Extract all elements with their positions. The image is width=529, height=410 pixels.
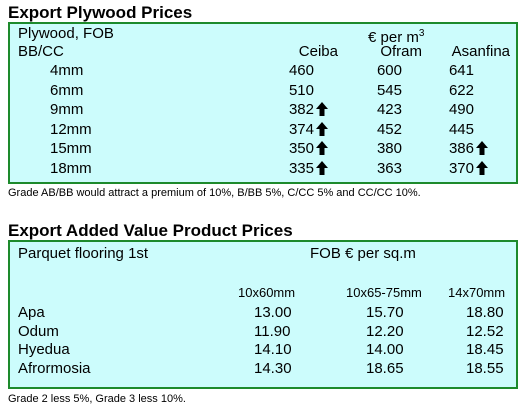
- plywood-grade-note: Grade AB/BB would attract a premium of 1…: [8, 187, 421, 199]
- column-header-ceiba: Ceiba: [298, 43, 338, 60]
- species-label: Afrormosia: [18, 360, 91, 377]
- species-label: Apa: [18, 304, 45, 321]
- parquet-price-cell: 14.30: [254, 360, 292, 377]
- price-value: 370: [448, 160, 474, 177]
- parquet-price-cell: 12.52: [466, 323, 504, 340]
- plywood-size-label: 9mm: [50, 101, 84, 118]
- parquet-price-cell: 18.45: [466, 341, 504, 358]
- parquet-price-cell: 15.70: [366, 304, 404, 321]
- price-value: 374: [288, 121, 314, 138]
- plywood-size-label: 15mm: [50, 140, 92, 157]
- fob-unit-label: FOB € per sq.m: [310, 245, 416, 262]
- plywood-price-cell: 600: [336, 62, 416, 80]
- price-value: 641: [448, 62, 474, 79]
- currency-unit-label: € per m3: [368, 28, 425, 46]
- parquet-price-cell: 11.90: [254, 323, 291, 340]
- species-label: Hyedua: [18, 341, 70, 358]
- arrow-up-icon: [476, 161, 488, 175]
- price-value: 445: [448, 121, 474, 138]
- arrow-up-icon: [316, 122, 328, 136]
- price-value: 490: [448, 101, 474, 118]
- plywood-fob-label: Plywood, FOB: [18, 25, 114, 42]
- plywood-title: Export Plywood Prices: [8, 3, 193, 22]
- price-value: 423: [376, 101, 402, 118]
- arrow-up-icon: [316, 102, 328, 116]
- column-header-ofram: Ofram: [380, 43, 422, 60]
- parquet-grade-label: Parquet flooring 1st: [18, 245, 149, 262]
- plywood-size-label: 4mm: [50, 62, 84, 79]
- plywood-price-cell: 335: [248, 160, 328, 178]
- parquet-price-cell: 13.00: [254, 304, 292, 321]
- parquet-price-table: Parquet flooring 1st FOB € per sq.m 10x6…: [8, 240, 518, 389]
- parquet-price-cell: 14.10: [254, 341, 292, 358]
- price-value: 622: [448, 82, 474, 99]
- arrow-up-icon: [316, 161, 328, 175]
- plywood-size-label: 12mm: [50, 121, 92, 138]
- plywood-price-cell: 545: [336, 82, 416, 100]
- plywood-price-cell: 363: [336, 160, 416, 178]
- plywood-price-cell: 423: [336, 101, 416, 119]
- price-value: 335: [288, 160, 314, 177]
- price-value: 545: [376, 82, 402, 99]
- plywood-size-label: 6mm: [50, 82, 84, 99]
- added-value-title: Export Added Value Product Prices: [8, 221, 293, 240]
- parquet-price-cell: 14.00: [366, 341, 404, 358]
- price-value: 380: [376, 140, 402, 157]
- plywood-price-cell: 374: [248, 121, 328, 139]
- plywood-price-cell: 452: [336, 121, 416, 139]
- plywood-price-cell: 622: [408, 82, 488, 100]
- price-value: 363: [376, 160, 402, 177]
- plywood-price-cell: 445: [408, 121, 488, 139]
- species-label: Odum: [18, 323, 59, 340]
- column-header-10x65-75: 10x65-75mm: [346, 285, 422, 300]
- plywood-price-cell: 510: [248, 82, 328, 100]
- plywood-price-cell: 386: [408, 140, 488, 158]
- parquet-grade-note: Grade 2 less 5%, Grade 3 less 10%.: [8, 393, 186, 405]
- column-header-asanfina: Asanfina: [451, 43, 510, 60]
- price-value: 452: [376, 121, 402, 138]
- price-value: 386: [448, 140, 474, 157]
- price-value: 460: [288, 62, 314, 79]
- arrow-up-icon: [316, 141, 328, 155]
- column-header-10x60: 10x60mm: [238, 285, 296, 300]
- price-value: 382: [288, 101, 314, 118]
- plywood-price-cell: 382: [248, 101, 328, 119]
- arrow-up-icon: [476, 141, 488, 155]
- grade-label: BB/CC: [18, 43, 64, 60]
- price-value: 350: [288, 140, 314, 157]
- column-header-14x70: 14x70mm: [448, 285, 506, 300]
- plywood-price-cell: 460: [248, 62, 328, 80]
- plywood-price-cell: 490: [408, 101, 488, 119]
- price-value: 600: [376, 62, 402, 79]
- plywood-price-table: Plywood, FOB € per m3 BB/CC Ceiba Ofram …: [8, 22, 518, 184]
- plywood-size-label: 18mm: [50, 160, 92, 177]
- parquet-price-cell: 18.80: [466, 304, 504, 321]
- plywood-price-cell: 380: [336, 140, 416, 158]
- parquet-price-cell: 18.55: [466, 360, 504, 377]
- parquet-price-cell: 18.65: [366, 360, 404, 377]
- price-value: 510: [288, 82, 314, 99]
- plywood-price-cell: 350: [248, 140, 328, 158]
- plywood-price-cell: 641: [408, 62, 488, 80]
- plywood-price-cell: 370: [408, 160, 488, 178]
- parquet-price-cell: 12.20: [366, 323, 404, 340]
